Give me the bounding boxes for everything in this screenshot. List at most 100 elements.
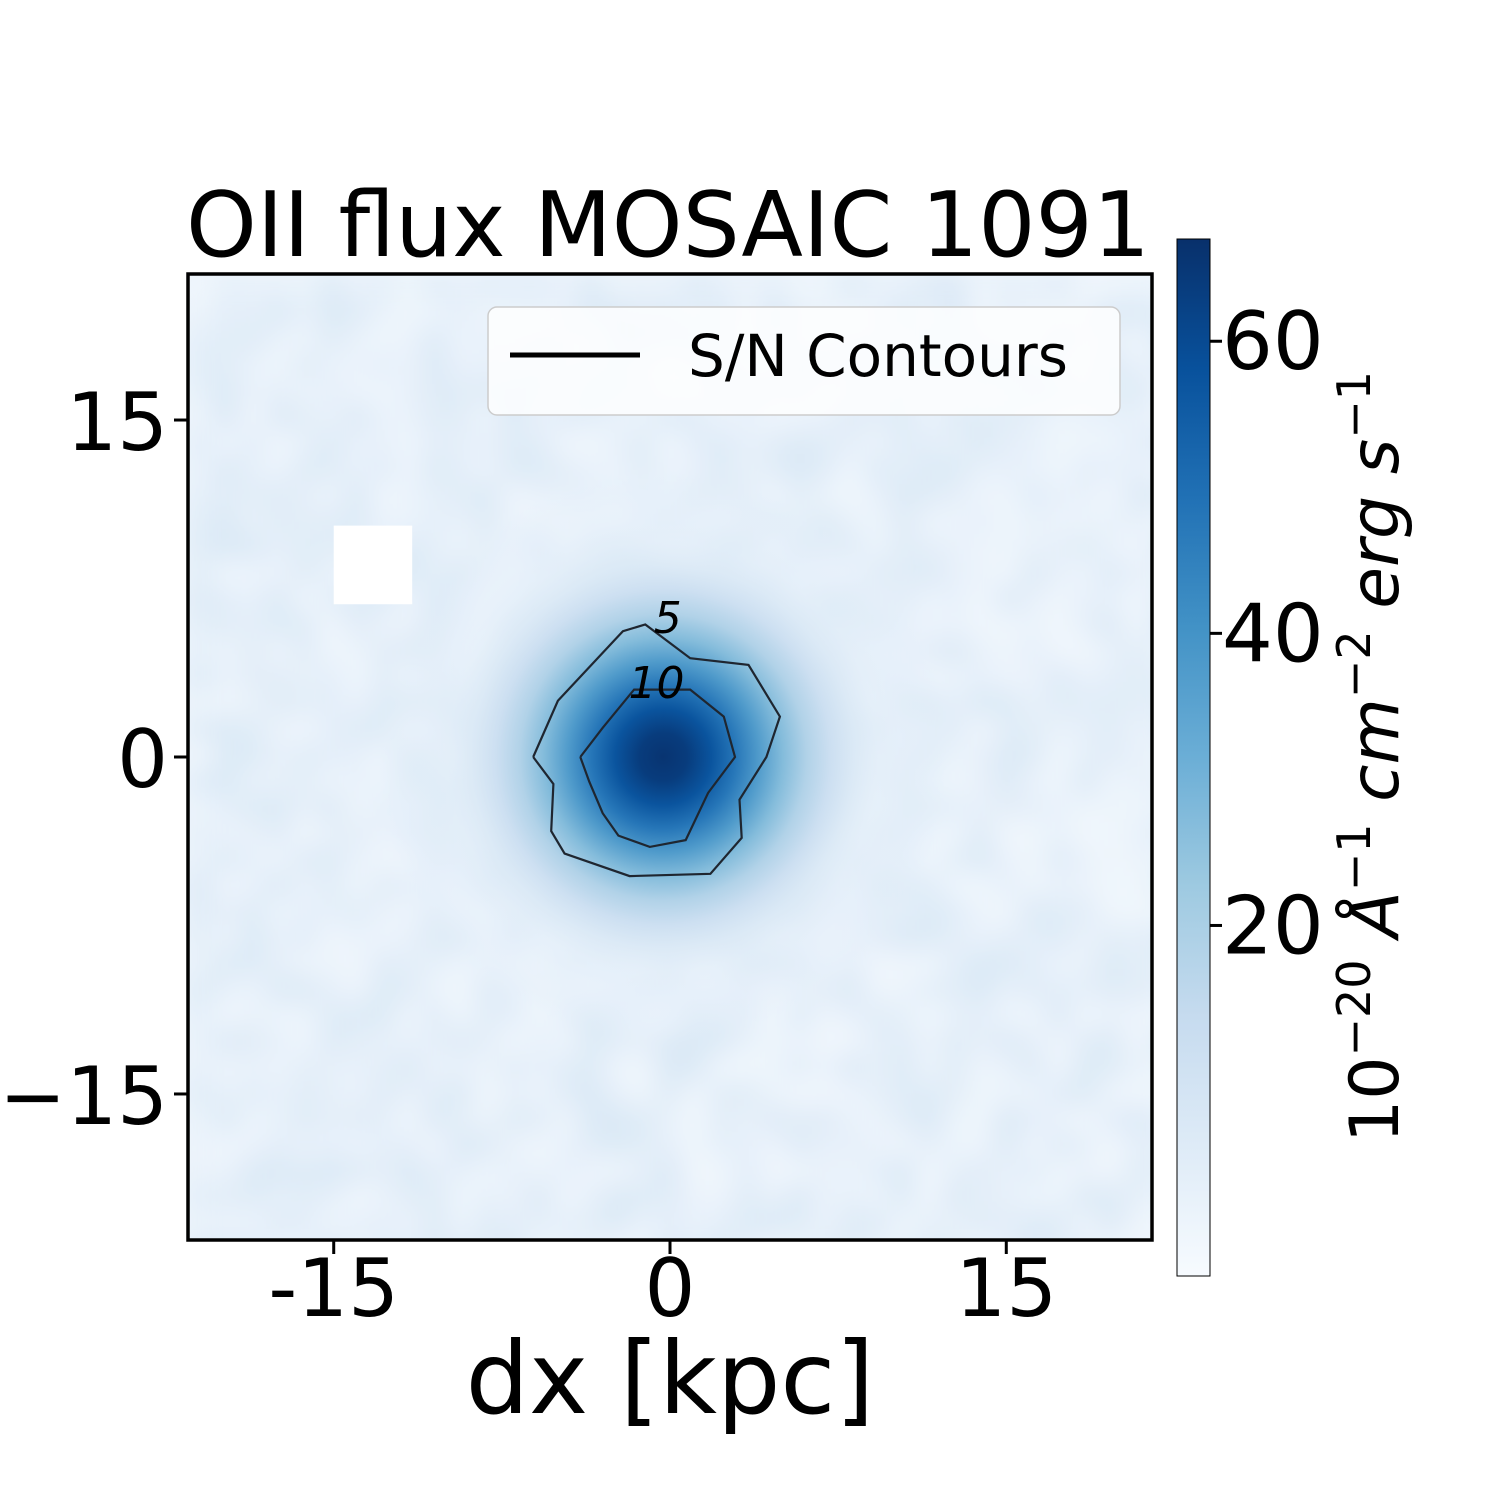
noise-cell [1124,612,1151,639]
noise-cell [1124,456,1151,483]
noise-cell [1098,872,1125,899]
noise-cell [396,924,423,951]
noise-cell [1072,664,1099,691]
noise-cell [734,430,761,457]
noise-cell [1124,482,1151,509]
noise-cell [1124,1106,1151,1133]
noise-cell [266,1080,293,1107]
noise-cell [1072,612,1099,639]
noise-cell [448,378,475,405]
noise-cell [1046,872,1073,899]
noise-cell [396,976,423,1003]
noise-cell [1098,560,1125,587]
noise-cell [344,1158,371,1185]
noise-cell [968,716,995,743]
noise-cell [812,1210,839,1237]
noise-cell [994,560,1021,587]
noise-cell [214,1210,241,1237]
noise-cell [994,1054,1021,1081]
noise-cell [214,976,241,1003]
noise-cell [656,1158,683,1185]
noise-cell [838,1184,865,1211]
noise-cell [396,482,423,509]
noise-cell [318,898,345,925]
noise-cell [318,872,345,899]
noise-cell [760,274,787,301]
noise-cell [396,274,423,301]
noise-cell [1150,1080,1152,1107]
noise-cell [890,1158,917,1185]
noise-cell [552,1132,579,1159]
noise-cell [266,1184,293,1211]
noise-cell [318,950,345,977]
noise-cell [214,1002,241,1029]
noise-cell [344,898,371,925]
noise-cell [786,1028,813,1055]
noise-cell [1124,1080,1151,1107]
noise-cell [370,1184,397,1211]
noise-cell [370,976,397,1003]
noise-cell [318,1158,345,1185]
noise-cell [890,1054,917,1081]
noise-cell [916,1184,943,1211]
noise-cell [500,1106,527,1133]
noise-cell [1150,404,1152,431]
noise-cell [994,638,1021,665]
noise-cell [1020,1236,1047,1240]
noise-cell [1150,1158,1152,1185]
noise-cell [292,1236,319,1240]
noise-cell [240,560,267,587]
noise-cell [1124,1028,1151,1055]
noise-cell [474,1158,501,1185]
noise-cell [448,482,475,509]
noise-cell [474,1054,501,1081]
noise-cell [188,1028,215,1055]
noise-cell [1020,1184,1047,1211]
noise-cell [994,586,1021,613]
noise-cell [266,482,293,509]
noise-cell [266,404,293,431]
noise-cell [708,1236,735,1240]
noise-cell [266,326,293,353]
noise-cell [240,534,267,561]
noise-cell [1150,300,1152,327]
noise-cell [708,1132,735,1159]
noise-cell [370,1002,397,1029]
colorbar-tick-label: 40 [1222,587,1324,680]
noise-cell [552,274,579,301]
noise-cell [604,430,631,457]
noise-cell [734,1184,761,1211]
noise-cell [1098,1002,1125,1029]
noise-cell [1046,794,1073,821]
noise-cell [1072,274,1099,301]
noise-cell [578,1210,605,1237]
noise-cell [916,950,943,977]
noise-cell [916,482,943,509]
noise-cell [422,274,449,301]
noise-cell [890,1080,917,1107]
noise-cell [1020,950,1047,977]
noise-cell [552,430,579,457]
noise-cell [448,300,475,327]
noise-cell [188,742,215,769]
noise-cell [682,1236,709,1240]
noise-cell [916,534,943,561]
noise-cell [1124,1184,1151,1211]
noise-cell [318,768,345,795]
noise-cell [1046,950,1073,977]
noise-cell [994,716,1021,743]
noise-cell [474,274,501,301]
noise-cell [266,768,293,795]
noise-cell [916,1236,943,1240]
noise-cell [344,742,371,769]
noise-cell [1046,716,1073,743]
noise-cell [864,1132,891,1159]
noise-cell [500,430,527,457]
noise-cell [942,664,969,691]
noise-cell [994,456,1021,483]
noise-cell [1072,742,1099,769]
noise-cell [968,872,995,899]
noise-cell [370,404,397,431]
noise-cell [448,274,475,301]
noise-cell [318,846,345,873]
